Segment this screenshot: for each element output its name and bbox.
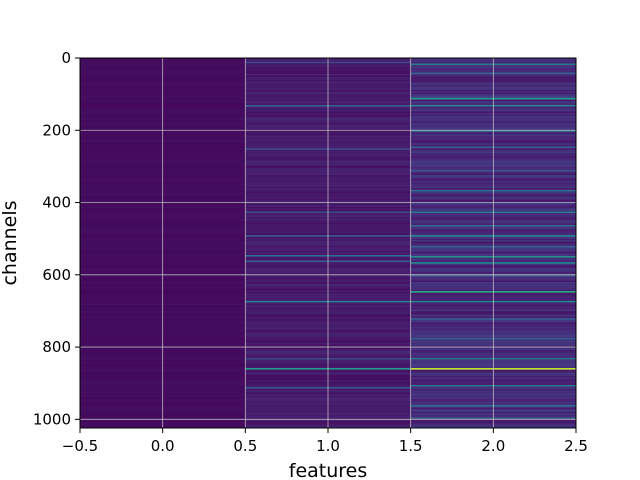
- y-axis-ticks: 0 200 400 600 800 1000: [33, 49, 80, 428]
- y-axis-label: channels: [0, 200, 21, 285]
- x-tick-label: 1.5: [399, 437, 423, 455]
- y-tick-label: 800: [42, 338, 71, 356]
- x-tick-label: −0.5: [62, 437, 98, 455]
- y-tick-label: 600: [42, 266, 71, 284]
- x-axis-label: features: [289, 460, 368, 480]
- x-tick-label: 0.5: [233, 437, 257, 455]
- x-tick-label: 0.0: [151, 437, 175, 455]
- x-tick-label: 2.5: [564, 437, 588, 455]
- y-tick-label: 0: [61, 49, 71, 67]
- y-tick-label: 200: [42, 121, 71, 139]
- x-axis-ticks: −0.5 0.0 0.5 1.0 1.5 2.0 2.5: [62, 428, 588, 455]
- x-tick-label: 1.0: [316, 437, 340, 455]
- y-tick-label: 400: [42, 194, 71, 212]
- y-tick-label: 1000: [33, 410, 71, 428]
- x-tick-label: 2.0: [481, 437, 505, 455]
